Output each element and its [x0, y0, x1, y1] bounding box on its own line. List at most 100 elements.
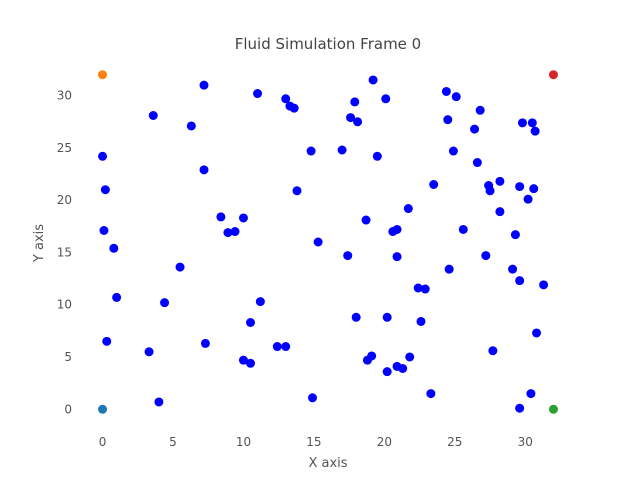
data-point: [548, 404, 558, 414]
y-axis-ticks: 0 5 10 15 20 25 30: [57, 89, 72, 417]
data-point: [526, 389, 536, 399]
data-point: [532, 328, 542, 338]
data-point: [429, 180, 439, 189]
data-point: [515, 276, 525, 286]
data-point: [372, 151, 382, 161]
data-point: [510, 230, 520, 240]
x-tick-label: 15: [306, 435, 321, 449]
data-point: [98, 70, 108, 80]
x-axis-label: X axis: [308, 456, 347, 471]
data-point: [112, 292, 122, 302]
data-point: [392, 252, 402, 262]
data-point: [109, 243, 119, 253]
data-point: [529, 184, 539, 194]
data-point: [527, 118, 537, 128]
x-tick-label: 25: [447, 435, 462, 449]
data-point: [451, 92, 461, 102]
data-point: [381, 94, 391, 104]
data-point: [175, 262, 185, 272]
y-tick-label: 25: [57, 141, 72, 155]
data-point: [246, 358, 255, 368]
data-point: [272, 342, 282, 352]
data-point: [517, 118, 527, 128]
data-point: [398, 364, 408, 373]
x-tick-label: 30: [518, 435, 533, 449]
data-point: [102, 336, 112, 346]
data-point: [523, 194, 533, 204]
data-point: [443, 115, 453, 125]
x-tick-label: 0: [99, 435, 107, 449]
data-point: [361, 215, 371, 225]
y-tick-label: 15: [57, 245, 72, 259]
y-tick-label: 30: [57, 89, 72, 103]
data-point: [367, 351, 377, 361]
data-point: [351, 312, 361, 322]
data-point: [199, 80, 209, 90]
data-point: [306, 146, 316, 156]
data-point: [448, 146, 458, 156]
data-point: [475, 105, 485, 115]
data-point: [246, 318, 255, 327]
data-point: [148, 111, 158, 120]
data-point: [488, 346, 498, 356]
data-point: [382, 312, 392, 322]
data-point: [100, 185, 110, 195]
data-point: [216, 212, 226, 222]
data-point: [144, 347, 154, 357]
data-point: [472, 158, 482, 168]
data-point: [313, 237, 323, 247]
data-point: [255, 297, 265, 307]
data-point: [353, 117, 363, 127]
data-point: [230, 227, 240, 237]
y-tick-label: 0: [64, 402, 72, 416]
data-point: [200, 338, 210, 348]
data-point: [253, 89, 263, 99]
data-point: [420, 284, 430, 294]
x-tick-label: 20: [377, 435, 392, 449]
data-point: [485, 186, 495, 196]
data-point: [238, 213, 248, 223]
data-point: [98, 151, 108, 161]
data-point: [292, 186, 302, 196]
data-point: [281, 342, 291, 352]
y-tick-label: 10: [57, 298, 72, 312]
data-point: [495, 207, 505, 217]
data-point: [530, 126, 540, 136]
x-axis-ticks: 0 5 10 15 20 25 30: [99, 435, 533, 449]
data-point: [337, 145, 347, 155]
data-point: [481, 251, 491, 261]
data-point: [98, 404, 108, 414]
data-point: [346, 113, 356, 123]
y-tick-label: 5: [64, 350, 72, 364]
data-point: [382, 367, 392, 377]
data-point: [368, 75, 378, 85]
data-point: [392, 224, 402, 234]
chart-title: Fluid Simulation Frame 0: [235, 35, 421, 53]
data-point: [199, 165, 209, 175]
y-tick-label: 20: [57, 193, 72, 207]
x-tick-label: 5: [169, 435, 177, 449]
y-axis-label: Y axis: [32, 224, 47, 263]
data-point: [539, 280, 549, 290]
data-point: [154, 397, 164, 407]
data-point: [99, 226, 109, 235]
data-point: [413, 283, 423, 293]
data-point: [426, 389, 436, 399]
data-point: [508, 264, 518, 274]
data-point: [308, 393, 317, 403]
data-points: [98, 70, 558, 414]
data-point: [160, 298, 170, 308]
data-point: [548, 70, 558, 80]
data-point: [289, 103, 299, 113]
data-point: [186, 121, 196, 131]
data-point: [238, 355, 248, 365]
data-point: [416, 316, 426, 326]
data-point: [470, 124, 480, 134]
data-point: [223, 228, 233, 238]
data-point: [515, 403, 525, 413]
data-point: [441, 86, 451, 96]
data-point: [495, 176, 505, 186]
data-point: [281, 94, 291, 104]
data-point: [405, 352, 415, 362]
